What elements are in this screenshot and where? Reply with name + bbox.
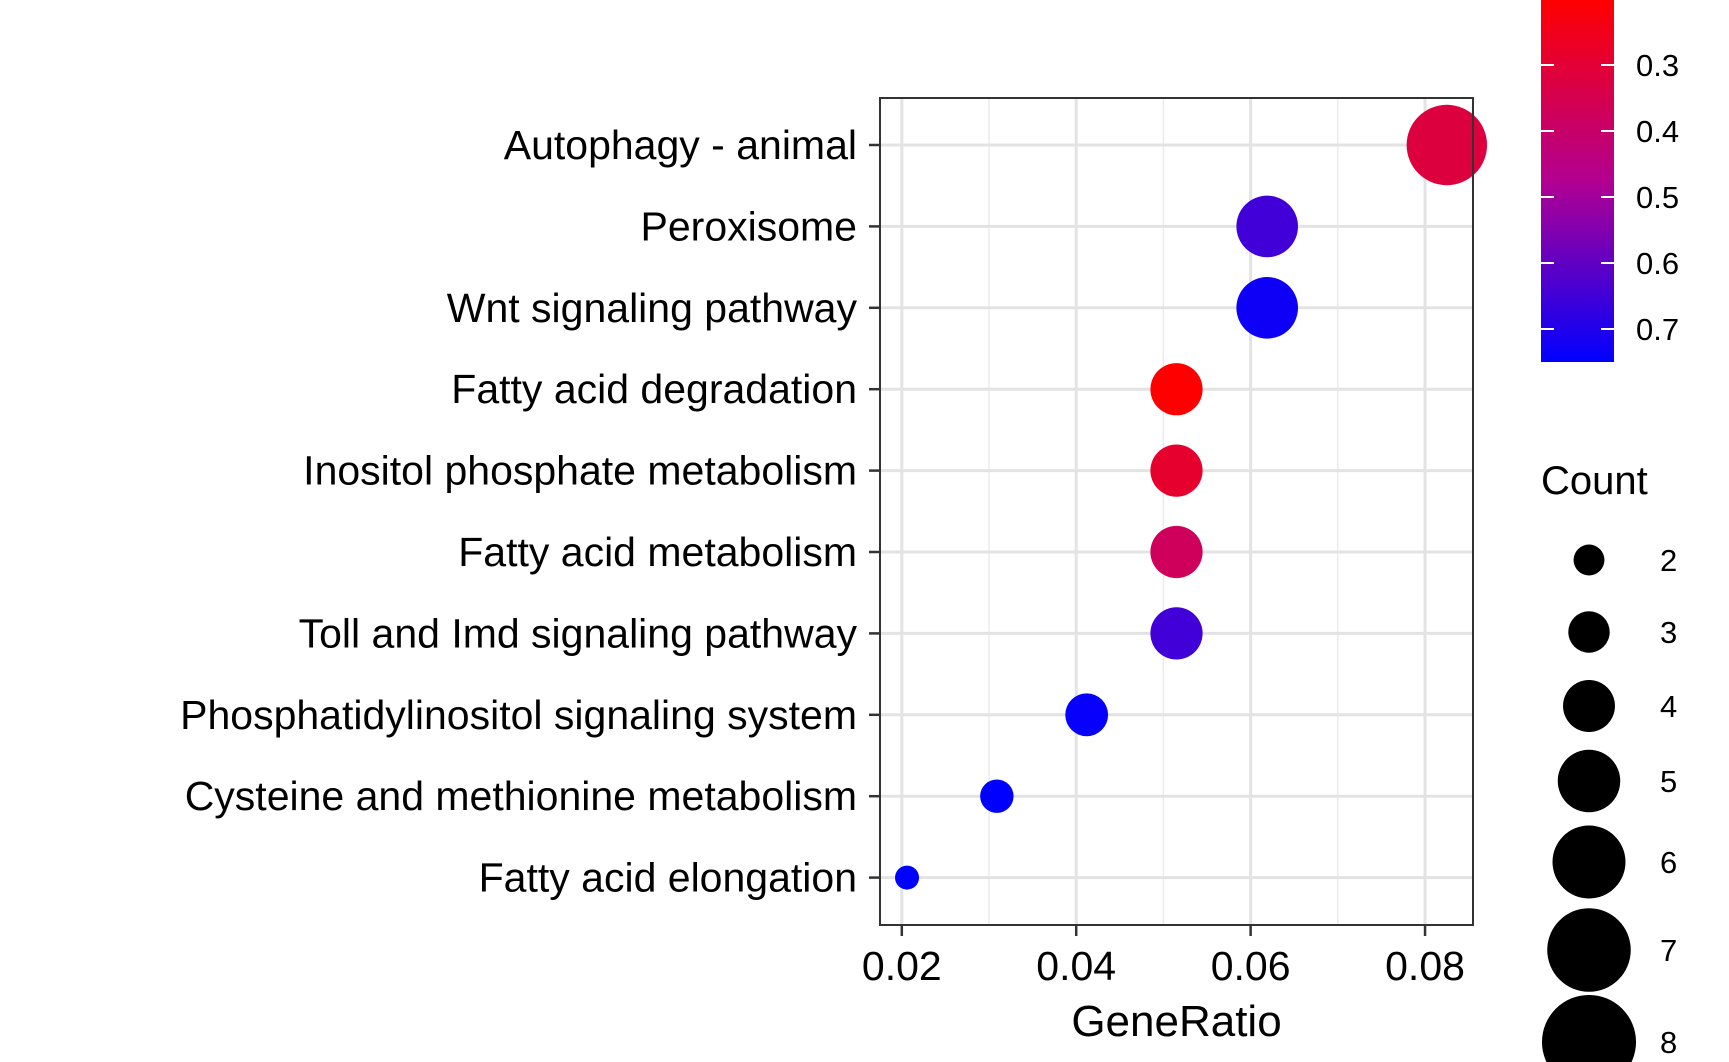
x-tick-label: 0.06 [1211, 943, 1291, 989]
size-legend-label: 4 [1660, 689, 1677, 724]
y-tick-label: Toll and Imd signaling pathway [299, 610, 858, 656]
x-axis-title: GeneRatio [1071, 997, 1281, 1046]
size-legend-label: 7 [1660, 933, 1677, 968]
panel-background [880, 98, 1473, 925]
y-tick-label: Fatty acid degradation [451, 366, 857, 412]
x-axis: 0.02 0.04 0.06 0.08 [862, 925, 1465, 989]
x-tick-label: 0.08 [1385, 943, 1465, 989]
y-tick-label: Inositol phosphate metabolism [303, 448, 857, 494]
data-point [1236, 195, 1298, 258]
panel-frame [879, 97, 1474, 926]
size-legend-key [1563, 680, 1615, 732]
data-point [980, 779, 1014, 813]
data-point [1236, 277, 1298, 339]
size-legend-label: 8 [1660, 1025, 1677, 1060]
data-point [1150, 607, 1203, 660]
y-tick-label: Fatty acid elongation [479, 855, 857, 901]
y-tick-label: Wnt signaling pathway [447, 285, 858, 331]
size-legend-key [1557, 749, 1621, 813]
size-legend-key [1568, 611, 1610, 653]
color-legend-label: 0.7 [1636, 312, 1679, 347]
size-legend: Count 2 3 4 5 6 7 8 [1541, 459, 1677, 1062]
size-legend-key [1547, 908, 1631, 992]
color-legend: 0.3 0.4 0.5 0.6 0.7 [1541, 0, 1679, 362]
data-point [1065, 693, 1109, 737]
size-legend-key [1552, 825, 1626, 899]
y-tick-label: Autophagy - animal [504, 122, 857, 168]
color-legend-label: 0.3 [1636, 48, 1679, 83]
size-legend-label: 2 [1660, 543, 1677, 578]
size-legend-key [1541, 994, 1637, 1062]
x-tick-label: 0.02 [862, 943, 942, 989]
y-tick-label: Cysteine and methionine metabolism [185, 773, 857, 819]
data-points [895, 104, 1488, 890]
y-tick-label: Peroxisome [641, 203, 857, 249]
data-point [1150, 444, 1203, 497]
data-point [1150, 363, 1203, 416]
size-legend-title: Count [1541, 459, 1648, 503]
color-legend-label: 0.4 [1636, 114, 1679, 149]
y-tick-label: Fatty acid metabolism [458, 529, 857, 575]
color-legend-label: 0.5 [1636, 180, 1679, 215]
size-legend-key [1573, 544, 1605, 576]
data-point [1150, 525, 1203, 579]
data-point [895, 865, 920, 890]
plot-panel [880, 98, 1473, 925]
size-legend-label: 3 [1660, 615, 1677, 650]
x-tick-label: 0.04 [1036, 943, 1116, 989]
size-legend-label: 6 [1660, 845, 1677, 880]
y-axis: Autophagy - animal Peroxisome Wnt signalin… [180, 122, 880, 901]
y-tick-label: Phosphatidylinositol signaling system [180, 692, 857, 738]
size-legend-label: 5 [1660, 764, 1677, 799]
color-legend-label: 0.6 [1636, 246, 1679, 281]
panel-border [879, 97, 1474, 926]
data-point [1406, 104, 1488, 186]
color-bar [1541, 0, 1614, 362]
